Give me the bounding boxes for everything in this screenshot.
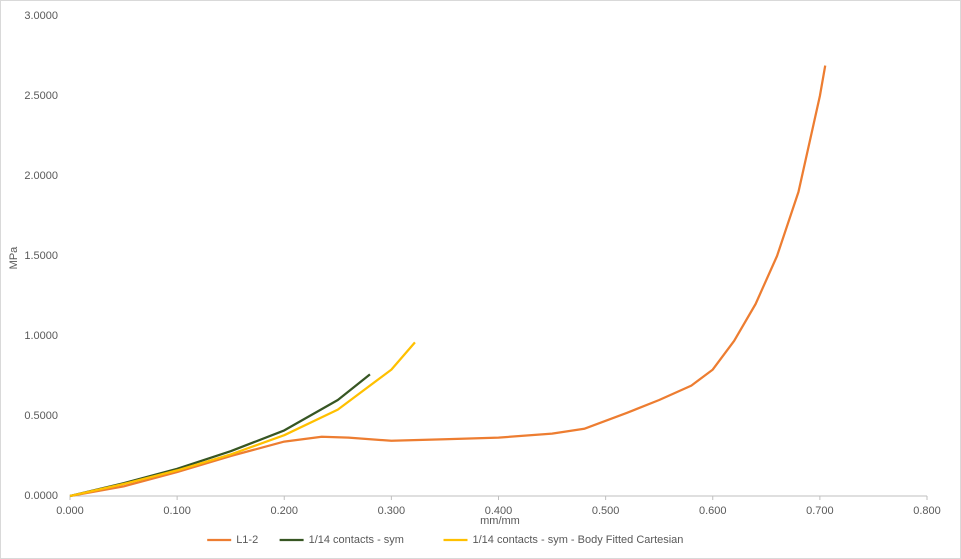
y-tick-label: 2.0000 [24,170,58,182]
x-tick-label: 0.700 [806,505,834,517]
y-tick-label: 0.0000 [24,490,58,502]
x-tick-label: 0.600 [699,505,727,517]
x-tick-label: 0.200 [270,505,298,517]
y-tick-label: 2.5000 [24,90,58,102]
x-axis-label: mm/mm [480,515,520,527]
y-tick-label: 3.0000 [24,10,58,22]
y-tick-label: 0.5000 [24,410,58,422]
y-axis-label: MPa [8,246,20,270]
legend-label: L1-2 [236,534,258,546]
y-tick-label: 1.0000 [24,330,58,342]
x-tick-label: 0.100 [163,505,191,517]
legend-label: 1/14 contacts - sym [309,534,404,546]
x-tick-label: 0.400 [485,505,513,517]
x-tick-label: 0.500 [592,505,620,517]
y-tick-label: 1.5000 [24,250,58,262]
data-line [69,65,827,498]
x-tick-label: 0.000 [56,505,84,517]
data-line [69,341,416,498]
legend-label: 1/14 contacts - sym - Body Fitted Cartes… [473,534,684,546]
x-tick-label: 0.800 [913,505,941,517]
x-tick-label: 0.300 [378,505,406,517]
